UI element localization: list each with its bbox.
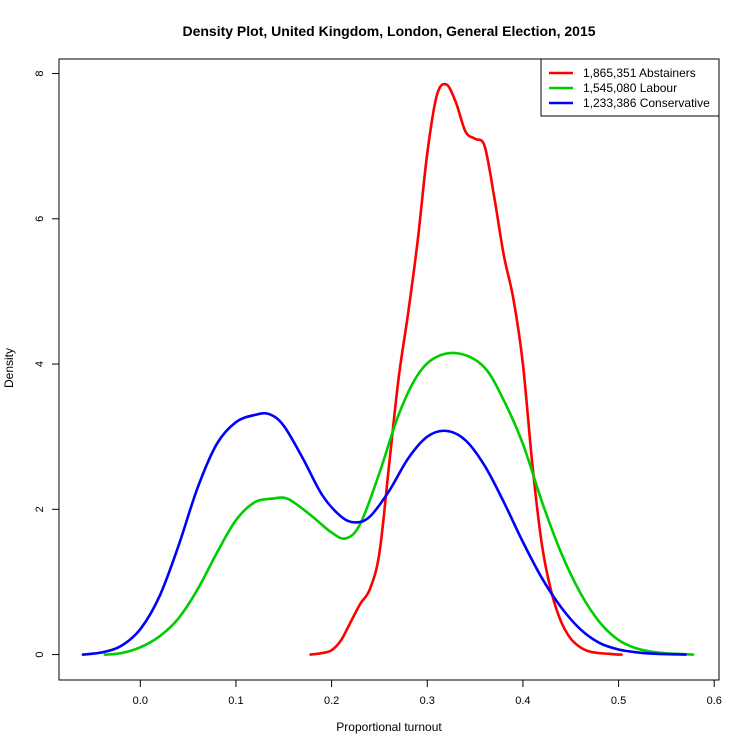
x-tick-label: 0.5 <box>611 695 626 707</box>
plot-frame <box>58 58 720 681</box>
x-axis-label: Proportional turnout <box>336 720 442 734</box>
series-line-labour <box>103 351 695 656</box>
y-tick-label: 6 <box>34 216 46 222</box>
series-line-abstainers <box>309 82 623 656</box>
y-axis-label: Density <box>2 348 16 388</box>
series-line-conservative <box>81 411 687 656</box>
x-axis: 0.0 0.1 0.2 0.3 0.4 0.5 0.6 <box>133 680 722 707</box>
y-tick-label: 0 <box>34 652 46 658</box>
chart-title: Density Plot, United Kingdom, London, Ge… <box>182 23 595 39</box>
y-tick-label: 8 <box>34 70 46 76</box>
y-axis: 0 2 4 6 8 <box>34 70 59 658</box>
legend-label-labour: 1,545,080 Labour <box>583 81 677 95</box>
y-tick-label: 4 <box>34 361 46 367</box>
legend-label-conservative: 1,233,386 Conservative <box>583 96 710 110</box>
x-tick-label: 0.1 <box>228 695 243 707</box>
series-layer <box>81 82 695 656</box>
x-tick-label: 0.0 <box>133 695 148 707</box>
legend-label-abstainers: 1,865,351 Abstainers <box>583 66 696 80</box>
x-tick-label: 0.6 <box>707 695 722 707</box>
x-tick-label: 0.2 <box>324 695 339 707</box>
x-tick-label: 0.3 <box>420 695 435 707</box>
y-tick-label: 2 <box>34 506 46 512</box>
x-tick-label: 0.4 <box>515 695 530 707</box>
